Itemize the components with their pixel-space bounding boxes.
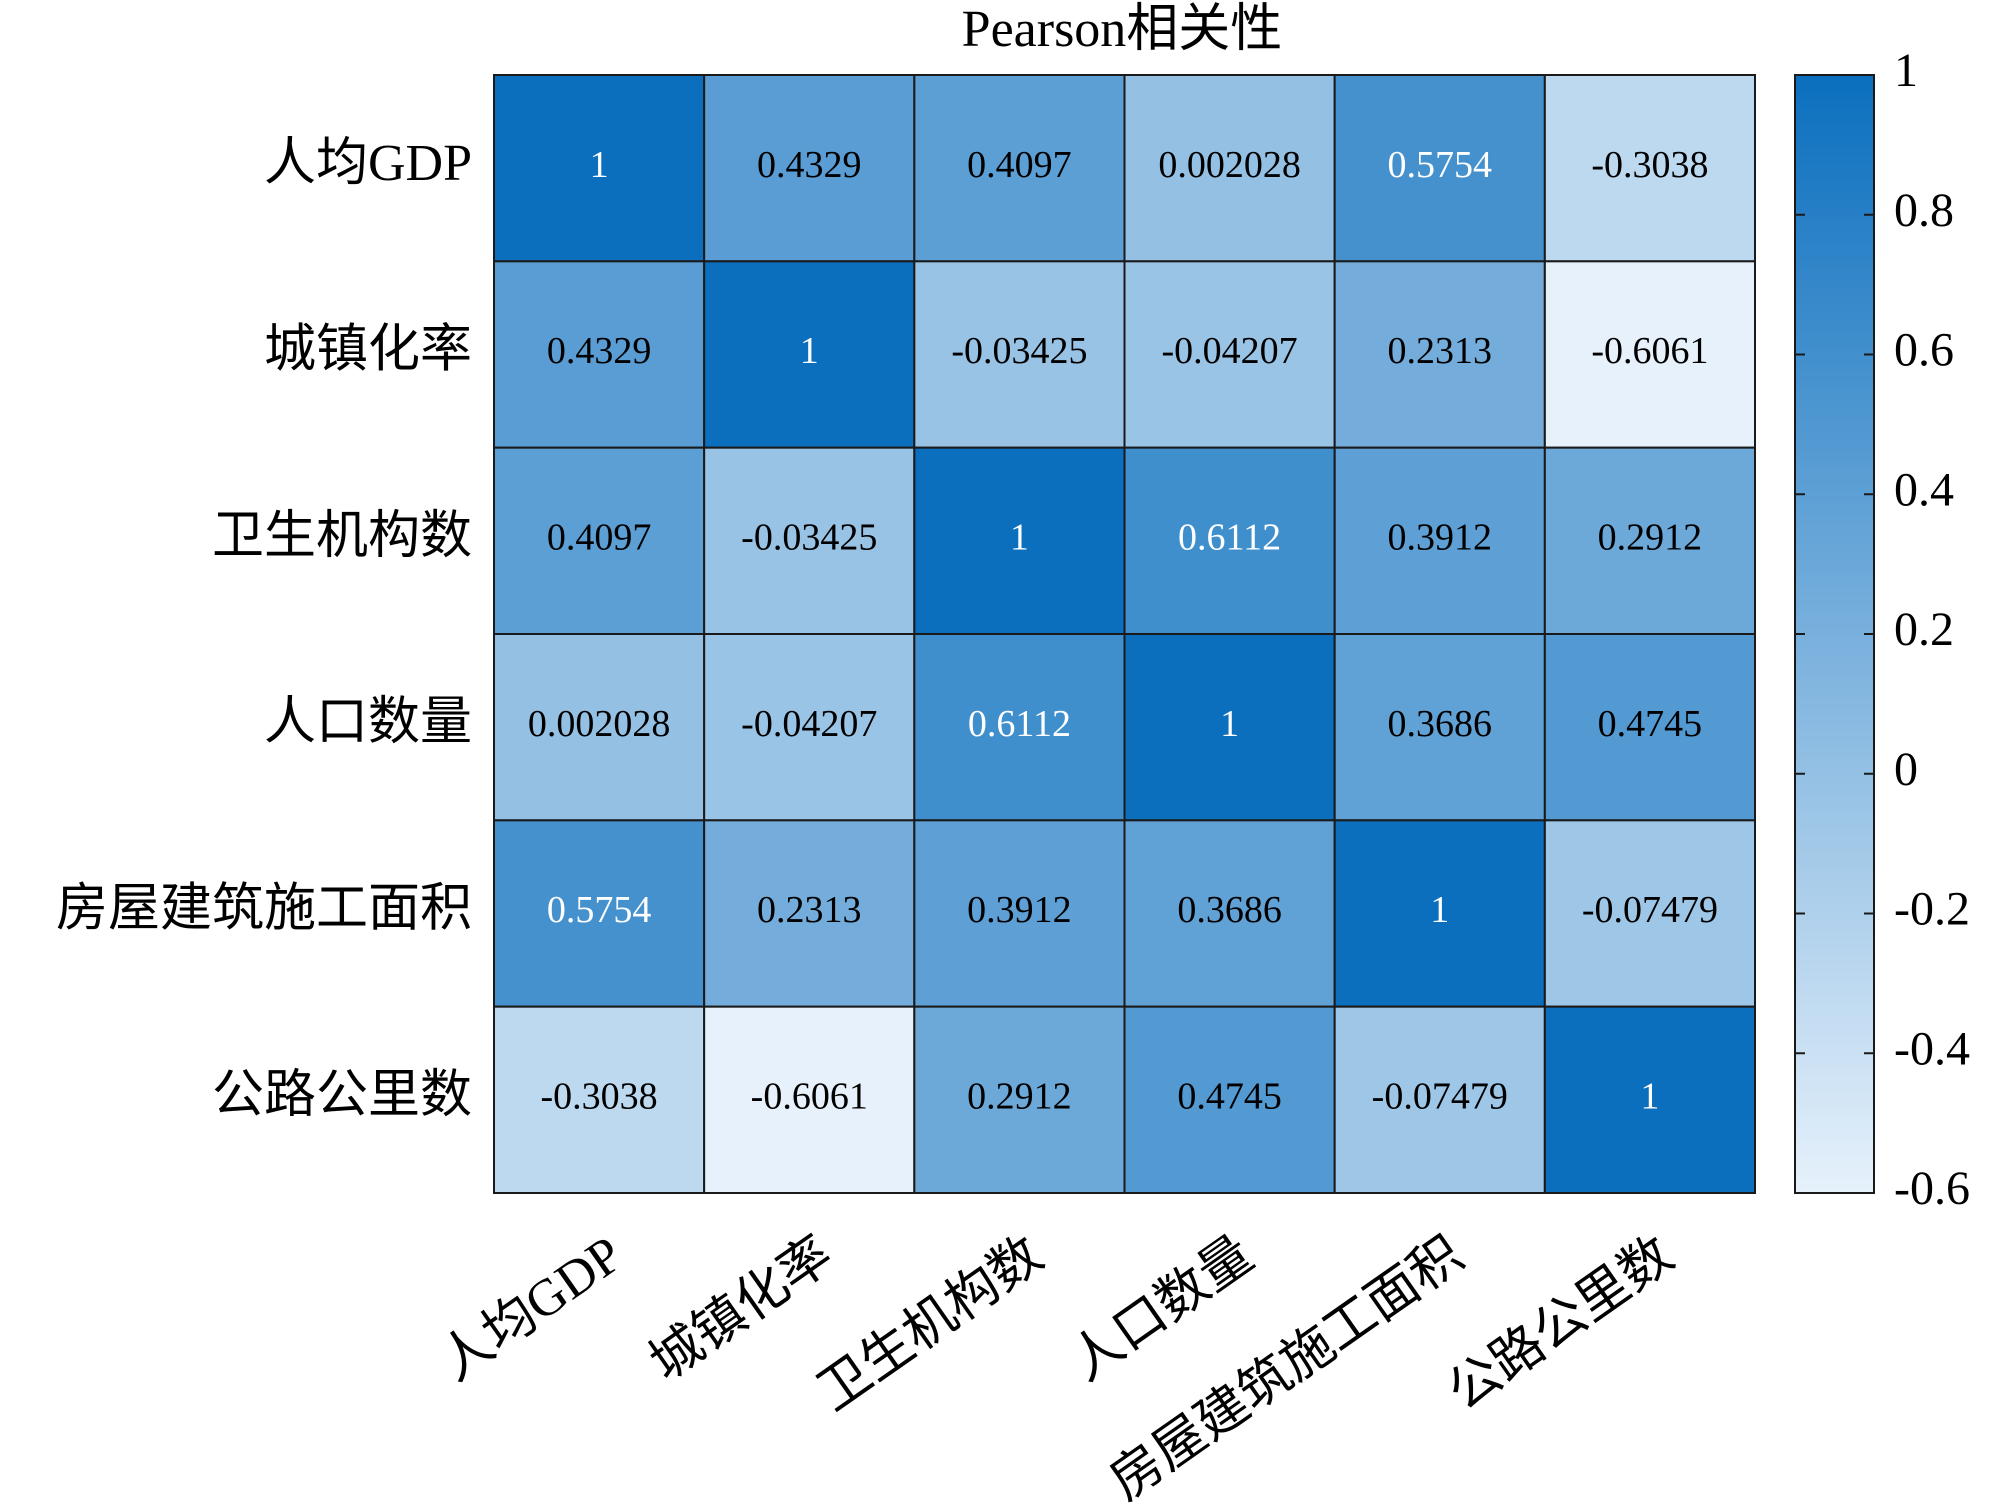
heatmap-cell: [1333, 633, 1546, 822]
x-tick-label: 城镇化率: [640, 1226, 843, 1392]
x-tick-label: 卫生机构数: [807, 1226, 1053, 1422]
cell-label: -0.04207: [741, 703, 877, 745]
cell-label: 0.4329: [757, 144, 862, 186]
heatmap-cell: [1123, 819, 1336, 1008]
colorbar: [1794, 74, 1875, 1194]
x-tick-label: 公路公里数: [1438, 1226, 1684, 1422]
cell-label: 0.6112: [968, 703, 1071, 745]
cell-label: -0.03425: [741, 517, 877, 559]
heatmap-cell: [493, 446, 706, 635]
heatmap-cell: [1543, 446, 1757, 635]
colorbar-tick-label: -0.2: [1894, 883, 1970, 936]
cell-label: 0.2313: [1388, 330, 1493, 372]
cell-label: -0.3038: [541, 1076, 658, 1118]
heatmap-cell: [703, 74, 916, 263]
cell-label: 0.4329: [547, 330, 652, 372]
colorbar-tick-label: 0.8: [1894, 184, 1954, 237]
cell-label: 0.3912: [967, 889, 1072, 931]
cell-label: 1: [1220, 703, 1239, 745]
cell-label: 0.6112: [1178, 517, 1281, 559]
colorbar-tick-label: 0.6: [1894, 324, 1954, 377]
colorbar-tick-label: 0.4: [1894, 463, 1954, 516]
cell-label: 0.4745: [1598, 703, 1703, 745]
cell-label: 0.5754: [547, 889, 652, 931]
cell-label: 0.3686: [1177, 889, 1282, 931]
cell-label: 0.3686: [1388, 703, 1493, 745]
heatmap-cell: [1333, 1005, 1546, 1195]
colorbar-tick-label: 1: [1894, 44, 1918, 97]
chart-title: Pearson相关性: [962, 1, 1283, 58]
cell-label: 0.5754: [1388, 144, 1493, 186]
x-tick-label: 人均GDP: [430, 1226, 633, 1392]
y-tick-label: 公路公里数: [212, 1067, 472, 1124]
cell-label: 0.4097: [547, 517, 652, 559]
heatmap-cell: [493, 1005, 706, 1195]
cell-label: -0.07479: [1372, 1076, 1508, 1118]
heatmap-cell: [703, 260, 916, 449]
cell-label: 0.2912: [1598, 517, 1703, 559]
heatmap-cell: [1543, 74, 1757, 263]
cell-label: -0.03425: [951, 330, 1087, 372]
heatmap-cell: [1543, 1005, 1757, 1195]
heatmap-cell: [1123, 74, 1336, 263]
heatmap-cell: [913, 633, 1126, 822]
y-tick-label: 人口数量: [264, 694, 472, 751]
cell-label: 0.3912: [1388, 517, 1493, 559]
x-tick-label: 人口数量: [1060, 1226, 1263, 1392]
heatmap-cell: [1123, 446, 1336, 635]
colorbar-tick-label: 0.2: [1894, 603, 1954, 656]
heatmap-cell: [1333, 819, 1546, 1008]
cell-label: 1: [800, 330, 819, 372]
cell-label: 0.2912: [967, 1076, 1072, 1118]
y-tick-label: 城镇化率: [264, 321, 472, 378]
cell-label: 0.002028: [528, 703, 671, 745]
y-tick-label: 房屋建筑施工面积: [56, 880, 472, 937]
cell-label: 1: [590, 144, 609, 186]
heatmap-cell: [703, 633, 916, 822]
cell-label: -0.07479: [1582, 889, 1718, 931]
heatmap-cell: [1333, 74, 1546, 263]
heatmap-cell: [493, 633, 706, 822]
heatmap-cell: [1333, 446, 1546, 635]
heatmap-cell: [913, 819, 1126, 1008]
colorbar-tick-label: -0.6: [1894, 1162, 1970, 1215]
heatmap-cell: [1123, 260, 1336, 449]
cell-label: 0.4097: [967, 144, 1072, 186]
x-tick-label: 房屋建筑施工面积: [1100, 1226, 1473, 1503]
cell-label: 1: [1640, 1076, 1659, 1118]
cell-label: -0.04207: [1162, 330, 1298, 372]
cell-label: 1: [1430, 889, 1449, 931]
heatmap-cell: [1123, 633, 1336, 822]
y-tick-label: 卫生机构数: [212, 508, 472, 565]
heatmap-cell: [493, 819, 706, 1008]
y-tick-label: 人均GDP: [264, 135, 472, 192]
heatmap-cell: [913, 446, 1126, 635]
cell-label: 0.4745: [1177, 1076, 1282, 1118]
plot-frame: [493, 74, 1756, 1194]
cell-label: 0.002028: [1158, 144, 1301, 186]
cell-label: 0.2313: [757, 889, 862, 931]
colorbar-tick-label: -0.4: [1894, 1022, 1970, 1075]
colorbar-tick-label: 0: [1894, 743, 1918, 796]
heatmap-cell: [703, 446, 916, 635]
cell-label: -0.6061: [1591, 330, 1708, 372]
heatmap-cell: [493, 74, 706, 263]
cell-label: -0.6061: [751, 1076, 868, 1118]
cell-label: -0.3038: [1591, 144, 1708, 186]
heatmap-cell: [1543, 260, 1757, 449]
cell-label: 1: [1010, 517, 1029, 559]
